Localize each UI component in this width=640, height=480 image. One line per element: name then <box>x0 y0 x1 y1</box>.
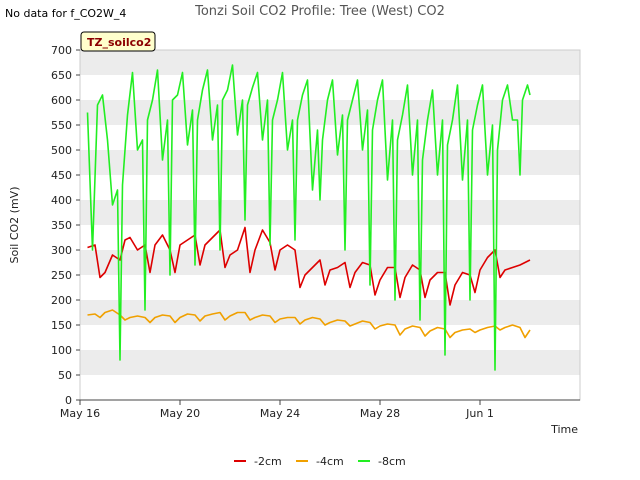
legend-label: -4cm <box>316 455 344 468</box>
y-tick-label: 700 <box>51 44 72 57</box>
x-tick-label: Jun 1 <box>465 407 494 420</box>
x-tick-label: May 16 <box>60 407 100 420</box>
series-line-8cmcm <box>86 64 531 371</box>
x-axis-label: Time <box>550 423 578 436</box>
y-tick-label: 150 <box>51 319 72 332</box>
plot-band <box>80 350 580 375</box>
y-tick-label: 500 <box>51 144 72 157</box>
no-data-note: No data for f_CO2W_4 <box>5 7 127 20</box>
y-tick-label: 250 <box>51 269 72 282</box>
plot-band <box>80 150 580 175</box>
x-tick-label: May 20 <box>160 407 200 420</box>
y-tick-label: 600 <box>51 94 72 107</box>
y-tick-label: 100 <box>51 344 72 357</box>
legend-label: -8cm <box>378 455 406 468</box>
y-tick-label: 50 <box>58 369 72 382</box>
y-axis-label: Soil CO2 (mV) <box>8 187 21 264</box>
dataset-badge-box <box>80 31 156 52</box>
dataset-badge: TZ_soilco2 <box>80 31 156 52</box>
legend: -2cm -4cm -8cm <box>234 455 406 468</box>
dataset-badge-label: TZ_soilco2 <box>87 36 151 49</box>
plot-band <box>80 300 580 325</box>
y-tick-label: 0 <box>65 394 72 407</box>
series-line-2cmcm <box>87 226 531 306</box>
x-tick-label: May 28 <box>360 407 400 420</box>
y-tick-label: 550 <box>51 119 72 132</box>
series-line-4cmcm <box>87 309 531 339</box>
y-tick-label: 400 <box>51 194 72 207</box>
plot-band <box>80 100 580 125</box>
legend-label: -2cm <box>254 455 282 468</box>
chart-title: Tonzi Soil CO2 Profile: Tree (West) CO2 <box>195 4 445 19</box>
y-tick-label: 450 <box>51 169 72 182</box>
y-axis: 0 50 100 150 200 250 300 350 400 450 500 550 600 650 7… <box>51 44 80 407</box>
y-tick-label: 300 <box>51 244 72 257</box>
y-tick-label: 350 <box>51 219 72 232</box>
x-tick-label: May 24 <box>260 407 300 420</box>
series-lines <box>86 64 531 371</box>
plot-bands <box>80 50 580 375</box>
plot-band <box>80 50 580 75</box>
y-tick-label: 650 <box>51 69 72 82</box>
y-tick-label: 200 <box>51 294 72 307</box>
plot-band <box>80 200 580 225</box>
x-axis: May 16 May 20 May 24 May 28 Jun 1 <box>60 399 580 420</box>
